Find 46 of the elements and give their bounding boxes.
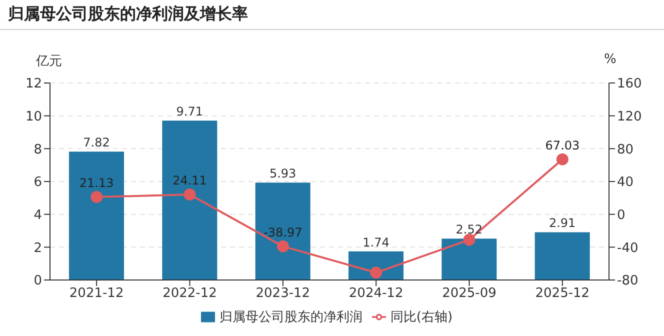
- point: [370, 266, 382, 279]
- x-tick-label: 2025-09: [442, 286, 496, 302]
- x-tick-label: 2023-12: [256, 286, 310, 302]
- y-tick-label: 10: [25, 109, 42, 124]
- point: [184, 188, 196, 201]
- y2-axis-title: %: [604, 52, 616, 67]
- data-label: 21.13: [79, 176, 114, 190]
- legend-label: 同比(右轴): [390, 310, 453, 325]
- data-label: 7.82: [83, 136, 110, 150]
- data-label: 1.74: [362, 235, 390, 250]
- y2-tick-label: -80: [617, 274, 638, 289]
- data-label: 9.71: [176, 104, 204, 119]
- point: [90, 190, 103, 203]
- data-label: -38.97: [264, 225, 302, 240]
- bar: [534, 232, 590, 280]
- data-label: 2.91: [548, 216, 576, 230]
- y-tick-label: 0: [34, 274, 42, 289]
- x-tick-label: 2022-12: [162, 286, 217, 302]
- y-tick-label: 12: [25, 76, 42, 92]
- point: [276, 240, 289, 252]
- point: [463, 234, 476, 246]
- y2-tick-label: 40: [617, 175, 634, 190]
- y2-tick-label: 0: [617, 208, 626, 223]
- data-label: 5.93: [269, 166, 296, 181]
- data-label: 24.11: [172, 174, 207, 188]
- data-label: 67.03: [545, 138, 580, 152]
- x-tick-label: 2025-12: [535, 286, 590, 302]
- bar: [255, 182, 310, 280]
- data-label: 2.52: [456, 222, 483, 237]
- bar: [162, 120, 218, 280]
- y-tick-label: 2: [34, 240, 42, 256]
- y2-tick-label: 160: [617, 76, 642, 92]
- y2-tick-label: 120: [617, 109, 642, 124]
- y2-tick-label: 80: [617, 142, 634, 158]
- point: [556, 153, 568, 166]
- y-tick-label: 6: [34, 175, 42, 190]
- bar: [69, 152, 124, 280]
- x-tick-label: 2021-12: [69, 286, 124, 302]
- chart-title: 归属母公司股东的净利润及增长率: [8, 4, 248, 25]
- y-tick-label: 4: [34, 208, 42, 223]
- legend-label: 归属母公司股东的净利润: [219, 310, 362, 325]
- y-axis-title: 亿元: [36, 53, 62, 70]
- y-tick-label: 8: [34, 142, 42, 158]
- x-tick-label: 2024-12: [348, 286, 404, 302]
- bar: [442, 238, 497, 280]
- y2-tick-label: -40: [617, 240, 638, 256]
